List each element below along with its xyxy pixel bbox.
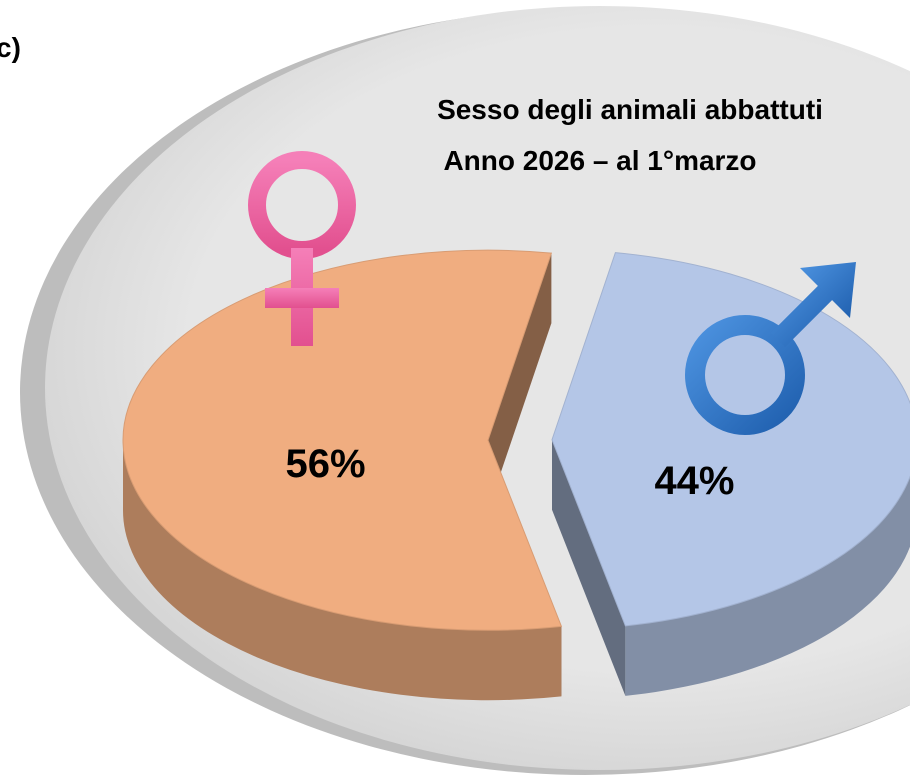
slice-tops [122,249,910,631]
slice-radial-wall [551,439,626,696]
data-label: 56% [285,442,365,486]
pie [122,249,910,701]
slice-radial-wall [488,253,552,511]
slice-outer-wall [123,440,562,701]
panel-label: c) [0,32,21,63]
female-symbol [248,151,356,346]
chart-subtitle: Anno 2026 – al 1°marzo [443,145,756,176]
slice [551,252,910,627]
data-label: 44% [654,459,734,503]
slice [122,249,563,631]
slice-outer-wall [625,476,910,696]
slice-outer-walls [123,440,910,701]
chart-title: Sesso degli animali abbattuti [437,94,823,125]
male-symbol [685,262,856,435]
